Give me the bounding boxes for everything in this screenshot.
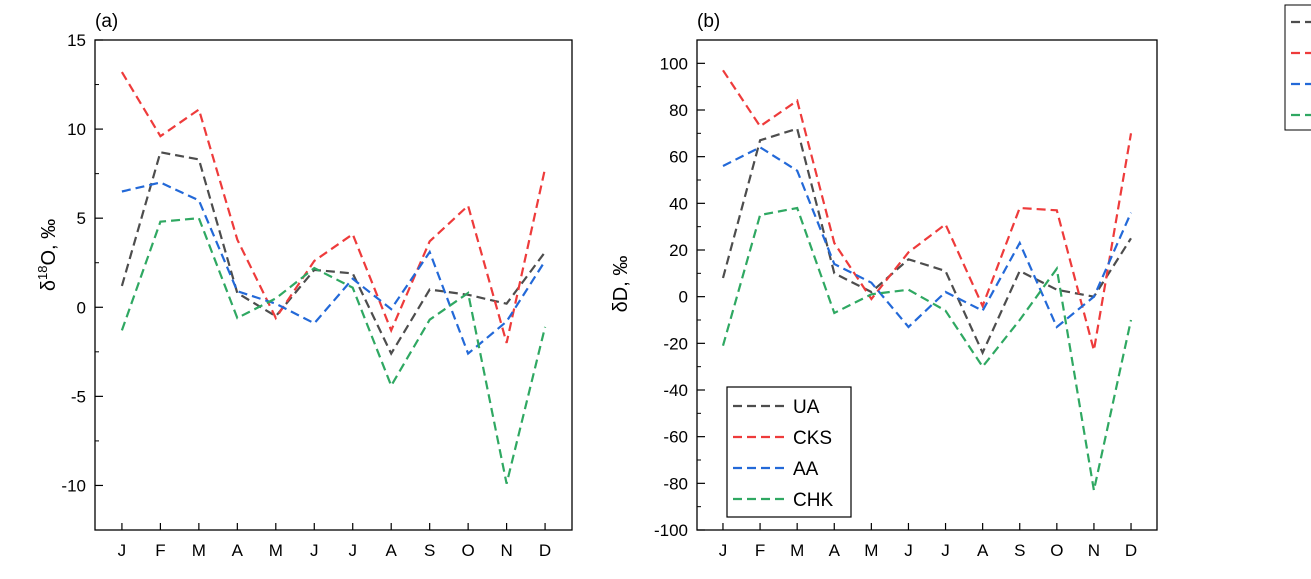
x-tick-label-b: D [1125,541,1137,560]
y-tick-label-b: -80 [663,474,688,493]
cropped-legend-frame [1284,4,1311,131]
x-tick-label-a: F [155,541,165,560]
legend-label-chk: CHK [793,490,833,511]
x-tick-label-a: N [500,541,512,560]
y-tick-label-b: 20 [669,241,688,260]
plot-frame-b [696,39,1158,531]
x-tick-label-b: A [829,541,841,560]
y-tick-label-b: -60 [663,428,688,447]
cropped-legend [1284,4,1311,131]
x-tick-label-b: J [941,541,950,560]
y-tick-label-b: 0 [679,288,688,307]
x-tick-label-b: F [755,541,765,560]
x-tick-label-a: A [386,541,398,560]
x-tick-label-a: J [348,541,357,560]
y-tick-label-a: 5 [77,209,86,228]
legend: UA CKS AA CHK [726,386,852,518]
y-tick-label-b: 40 [669,194,688,213]
y-axis-title-b: δD, ‰ [610,256,632,313]
legend-label-aa: AA [793,459,819,480]
y-tick-label-b: -100 [654,521,688,540]
legend-frame [726,386,852,518]
series-line-chk-a [120,217,547,484]
series-line-ua-b [721,127,1132,356]
panel-label-a: (a) [95,11,118,32]
y-tick-label-a: -10 [61,476,86,495]
plot-frame-a [94,39,573,531]
chart-panel-b: (b) δD, ‰ J F M A M J J A S O N D 100 80 60 40 20 0 -20 -40… [610,11,1158,560]
series-line-chk-b [721,206,1133,491]
y-tick-label-b: -40 [663,381,688,400]
series-line-aa-b [722,146,1133,329]
panel-label-b: (b) [697,11,720,32]
y-tick-label-a: -5 [71,387,86,406]
x-tick-label-b: M [864,541,878,560]
legend-label-ua: UA [793,397,820,418]
x-tick-label-a: A [232,541,244,560]
x-tick-label-a: S [424,541,435,560]
series-line-ua-a [120,151,546,356]
x-tick-label-b: J [719,541,728,560]
x-tick-label-a: J [310,541,319,560]
x-tick-label-b: N [1088,541,1100,560]
y-tick-label-a: 15 [67,31,86,50]
x-tick-label-b: O [1050,541,1063,560]
legend-label-cks: CKS [793,428,832,449]
series-line-aa-a [121,181,547,356]
y-tick-label-a: 0 [77,298,86,317]
x-tick-label-a: M [269,541,283,560]
series-line-cks-a [120,71,547,344]
x-tick-label-a: O [462,541,475,560]
x-tick-label-b: J [904,541,913,560]
y-tick-label-b: -20 [663,334,688,353]
y-axis-title-a: δ18O, ‰ [35,219,60,291]
x-tick-label-a: M [192,541,206,560]
y-tick-label-a: 10 [67,120,86,139]
series-line-cks-b [722,69,1133,351]
y-tick-label-b: 60 [669,148,688,167]
x-tick-label-b: M [790,541,804,560]
x-tick-label-a: J [118,541,127,560]
y-tick-label-b: 80 [669,101,688,120]
x-tick-label-b: S [1014,541,1025,560]
x-tick-label-a: D [539,541,551,560]
chart-panel-a: (a) δ18O, ‰ J F M A M J J A S O N D 15 10 5 0 -5 -10 [35,11,573,560]
y-tick-label-b: 100 [660,54,688,73]
x-tick-label-b: A [977,541,989,560]
